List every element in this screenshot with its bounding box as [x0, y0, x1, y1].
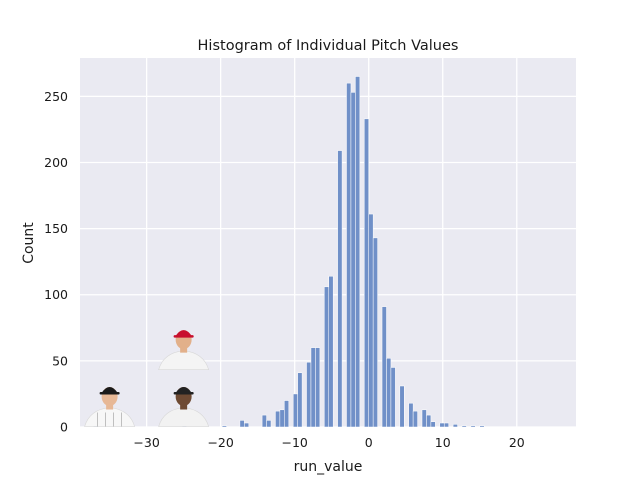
histogram-bar [381, 306, 387, 428]
x-tick-label: 10 [435, 435, 451, 450]
histogram-bar [439, 422, 445, 428]
histogram-bar [443, 422, 449, 428]
y-tick-labels: 0 50 100 150 200 250 [44, 89, 68, 435]
histogram-bar [399, 385, 405, 428]
neck-shape [180, 346, 188, 353]
y-tick-label: 200 [44, 155, 68, 170]
player-photo-white-sox [84, 387, 136, 427]
histogram-bar [430, 421, 436, 428]
histogram-bar [266, 420, 272, 428]
y-tick-label: 50 [52, 353, 68, 368]
cap-shape [175, 387, 193, 394]
histogram-bar [292, 393, 298, 428]
cap-shape [101, 387, 119, 394]
histogram-bar [221, 425, 227, 428]
x-tick-label: −20 [207, 435, 233, 450]
neck-shape [106, 403, 114, 410]
histogram-bar [350, 92, 356, 428]
y-axis-label: Count [21, 222, 37, 264]
histogram-bar [328, 275, 334, 428]
y-tick-label: 100 [44, 287, 68, 302]
histogram-bar [244, 422, 250, 428]
histogram-bar [390, 367, 396, 428]
histogram-bar [426, 414, 432, 428]
cap-brim [99, 392, 120, 395]
x-tick-label: −30 [133, 435, 159, 450]
histogram-bar [412, 410, 418, 428]
histogram-bar [386, 357, 392, 428]
x-tick-labels: −30 −20 −10 0 10 20 [133, 435, 524, 450]
histogram-bar [421, 409, 427, 428]
histogram-bar [346, 82, 352, 428]
histogram-bar [324, 286, 329, 428]
histogram-bars [93, 76, 485, 428]
histogram-bar [372, 237, 378, 428]
histogram-bar [408, 402, 414, 428]
histogram-bar [275, 410, 281, 428]
histogram-bar [470, 425, 476, 428]
histogram-bar [355, 76, 361, 428]
histogram-bar [261, 414, 267, 428]
cap-brim [173, 335, 194, 338]
histogram-bar [452, 424, 458, 428]
x-tick-label: 20 [509, 435, 525, 450]
histogram-bar [306, 361, 312, 428]
player-photo-angels [158, 330, 210, 370]
histogram-bar [364, 118, 369, 428]
chart-title: Histogram of Individual Pitch Values [198, 38, 459, 54]
y-tick-label: 150 [44, 221, 68, 236]
histogram-bar [279, 409, 285, 428]
cap-shape [175, 330, 193, 337]
cap-brim [173, 392, 194, 395]
x-axis-label: run_value [294, 459, 363, 475]
histogram-bar [239, 420, 245, 428]
histogram-bar [479, 425, 485, 428]
histogram-bar [284, 400, 290, 428]
histogram-bar [297, 372, 303, 428]
x-tick-label: −10 [281, 435, 307, 450]
y-tick-label: 250 [44, 89, 68, 104]
neck-shape [180, 403, 188, 410]
player-photos [84, 330, 210, 427]
histogram-bar [315, 347, 321, 428]
player-photo-black-cap [158, 387, 210, 427]
histogram-bar [337, 150, 343, 428]
y-tick-label: 0 [60, 420, 68, 435]
histogram-bar [461, 425, 467, 428]
x-tick-label: 0 [365, 435, 373, 450]
histogram-bar [310, 347, 316, 428]
histogram-bar [368, 213, 374, 428]
